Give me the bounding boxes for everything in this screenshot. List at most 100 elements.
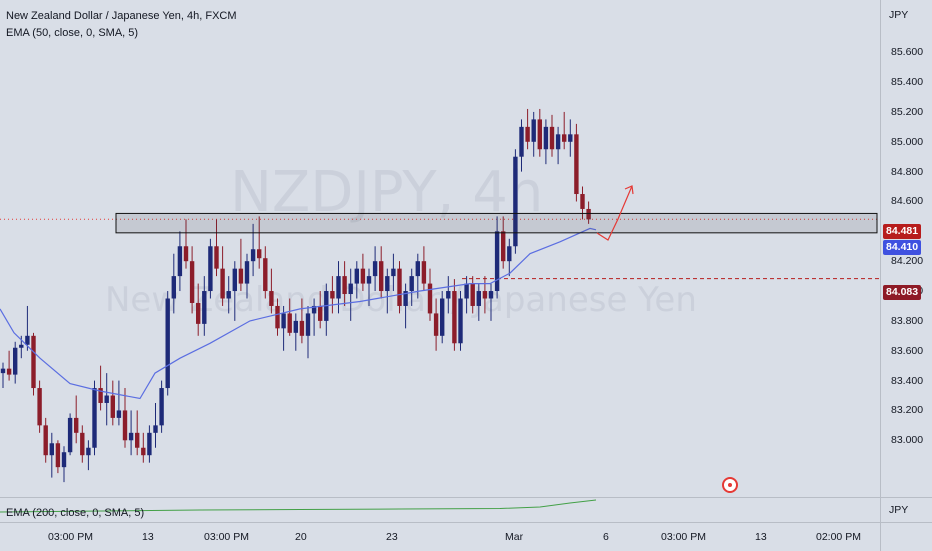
- candle-body: [61, 452, 67, 468]
- candle-body: [159, 388, 164, 426]
- candle-body: [519, 126, 524, 157]
- candle-body: [226, 291, 231, 299]
- candle-body: [177, 246, 183, 277]
- candle-body: [580, 194, 585, 209]
- candle-body: [232, 268, 237, 292]
- candle-body: [318, 305, 323, 321]
- ema200-line: [0, 499, 597, 513]
- candle-body: [153, 425, 158, 433]
- candle-body: [208, 246, 213, 292]
- candle-body: [238, 268, 244, 284]
- price-tick: 85.600: [891, 46, 924, 59]
- time-label: 03:00 PM: [204, 531, 249, 543]
- time-label: Mar: [505, 531, 524, 543]
- candle-body: [549, 126, 555, 150]
- candle-body: [372, 261, 378, 277]
- price-tick: 83.000: [891, 434, 924, 447]
- candle-body: [385, 276, 390, 292]
- time-label: 03:00 PM: [661, 531, 706, 543]
- currency-label: JPY: [889, 9, 909, 21]
- ema50-legend[interactable]: EMA (50, close, 0, SMA, 5): [6, 27, 139, 39]
- price-tick: 85.000: [891, 135, 924, 148]
- candle-body: [494, 231, 500, 292]
- candle-body: [305, 313, 311, 336]
- candle-body: [464, 283, 469, 299]
- candle-body: [92, 388, 97, 448]
- candle-body: [476, 291, 481, 306]
- candle-body: [116, 410, 122, 418]
- candle-body: [440, 298, 445, 336]
- candle-body: [281, 313, 286, 329]
- time-label: 02:00 PM: [816, 531, 861, 543]
- candle-body: [80, 432, 85, 456]
- candle-body: [397, 268, 402, 306]
- candle-body: [555, 134, 561, 150]
- candle-body: [128, 432, 134, 441]
- candle-body: [470, 283, 475, 306]
- time-axis[interactable]: 03:00 PM 13 03:00 PM 20 23 Mar 6 03:00 P…: [0, 522, 880, 551]
- candle-body: [366, 276, 372, 284]
- candle-body: [336, 276, 341, 299]
- candle-body: [86, 447, 91, 456]
- candle-body: [244, 261, 250, 284]
- candle-body: [513, 156, 518, 247]
- candle-body: [25, 335, 30, 345]
- candle-body: [122, 410, 128, 441]
- candle-body: [379, 261, 384, 292]
- candle-body: [574, 134, 579, 195]
- time-label: 23: [386, 531, 398, 543]
- candle-body: [263, 258, 268, 292]
- candle-body: [6, 368, 12, 375]
- candle-body: [409, 276, 414, 292]
- candle-body: [165, 298, 170, 389]
- candle-body: [488, 291, 494, 299]
- candle-body: [147, 432, 152, 456]
- price-tick: 84.200: [891, 255, 924, 268]
- time-label: 13: [142, 531, 154, 543]
- candle-body: [452, 291, 457, 344]
- price-tick: 85.400: [891, 76, 924, 89]
- last-price-tag: 84.481: [883, 224, 922, 239]
- candle-body: [49, 443, 54, 456]
- candle-body: [0, 368, 6, 374]
- candle-body: [360, 268, 366, 284]
- candle-body: [586, 208, 591, 220]
- price-tick: 84.800: [891, 165, 924, 178]
- candle-body: [446, 291, 451, 299]
- candle-body: [543, 126, 549, 150]
- candle-body: [293, 320, 298, 333]
- candle-body: [531, 119, 536, 142]
- price-chart[interactable]: [0, 0, 880, 497]
- time-label: 20: [295, 531, 307, 543]
- candle-body: [189, 261, 195, 303]
- ema50-line: [0, 227, 597, 400]
- candle-body: [257, 249, 262, 259]
- candle-body: [110, 395, 115, 418]
- candle-body: [67, 417, 73, 453]
- symbol-title[interactable]: New Zealand Dollar / Japanese Yen, 4h, F…: [6, 10, 237, 22]
- candle-body: [13, 347, 18, 375]
- candle-body: [104, 395, 109, 403]
- candle-body: [287, 313, 292, 333]
- price-scale[interactable]: JPY 85.600 85.400 85.200 85.000 84.800 84.600…: [880, 0, 932, 497]
- candle-body: [196, 302, 201, 324]
- price-tick: 83.600: [891, 344, 924, 357]
- candle-body: [427, 283, 433, 314]
- candle-body: [403, 291, 408, 306]
- ema200-legend[interactable]: EMA (200, close, 0, SMA, 5): [6, 507, 145, 519]
- sub-scale[interactable]: JPY: [880, 497, 932, 523]
- candle-body: [458, 298, 463, 344]
- candle-body: [342, 276, 347, 295]
- candle-body: [43, 425, 48, 456]
- ema200-pane[interactable]: EMA (200, close, 0, SMA, 5): [0, 497, 880, 523]
- candle-body: [391, 268, 396, 277]
- candle-body: [269, 291, 274, 306]
- candle-body: [415, 261, 420, 277]
- candle-body: [19, 344, 24, 348]
- level-value-tag: 84.083: [883, 285, 922, 300]
- time-label: 13: [755, 531, 767, 543]
- candle-body: [275, 305, 280, 329]
- main-chart-pane[interactable]: NZDJPY, 4h New Zealand Dollar / Japanese…: [0, 0, 880, 497]
- target-icon[interactable]: [722, 477, 738, 493]
- candle-body: [220, 268, 225, 299]
